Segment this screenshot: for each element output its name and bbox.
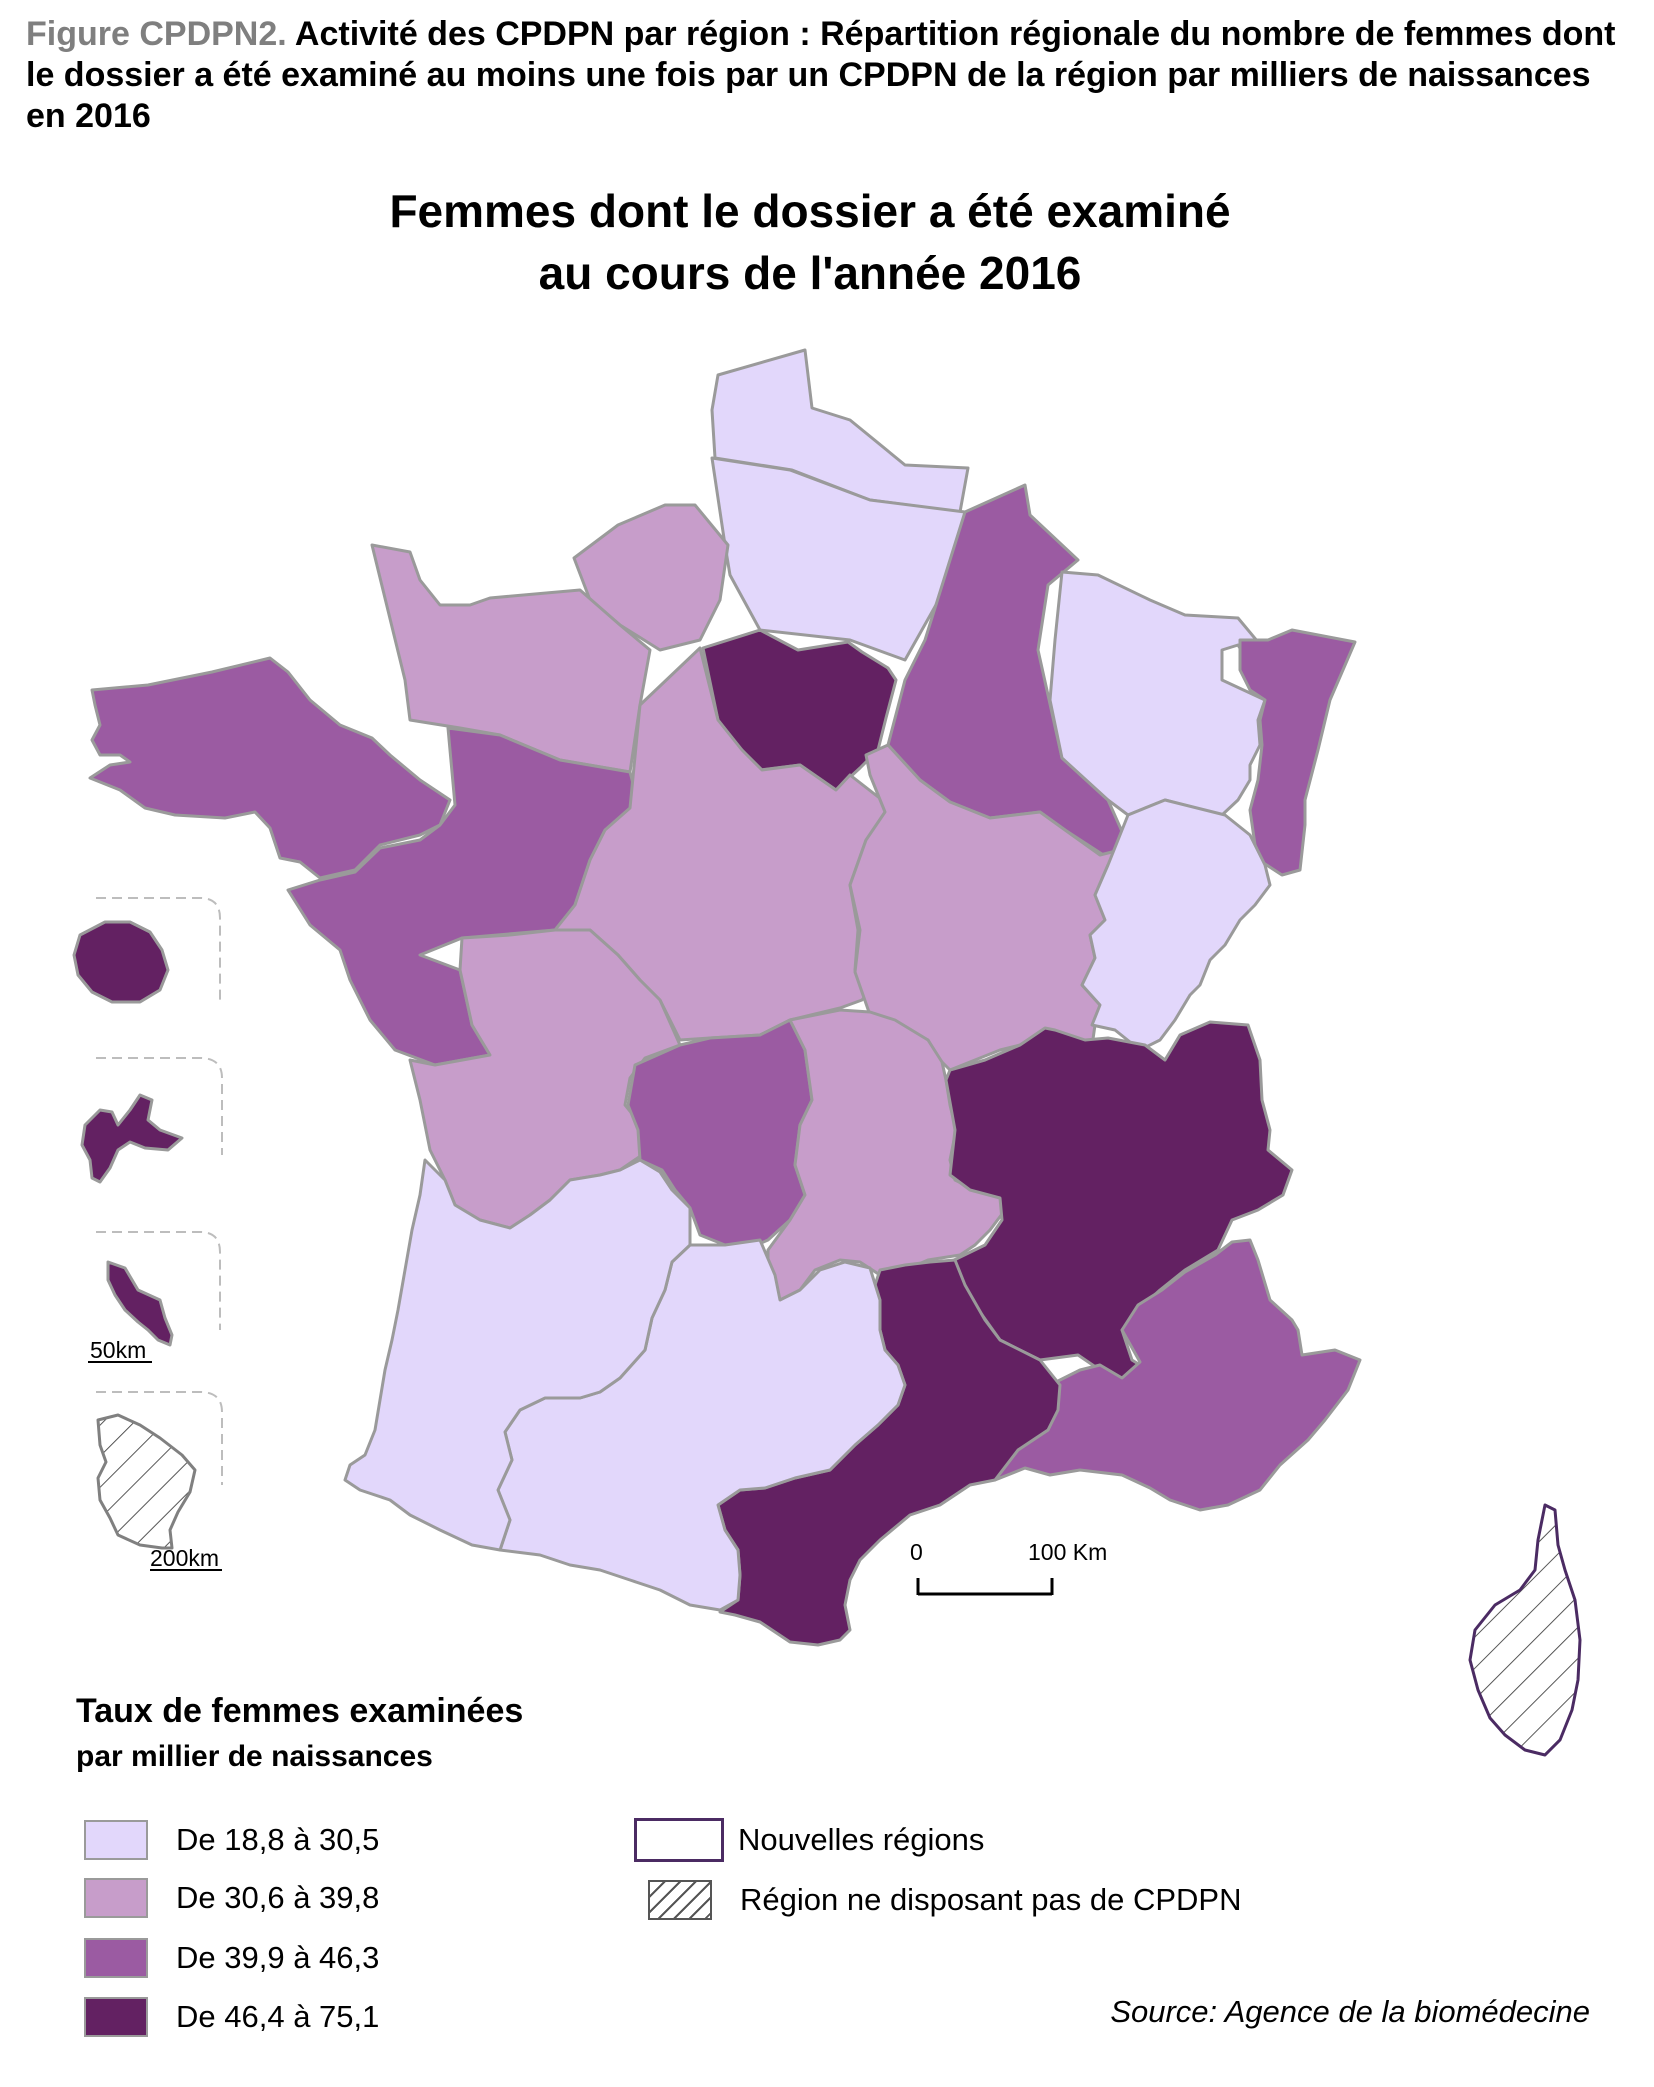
- scale-bar-start-label: 0: [910, 1539, 923, 1565]
- legend-swatch-new-regions: [634, 1818, 724, 1862]
- scale-bar-end-label: 100 Km: [1028, 1539, 1107, 1565]
- drom-frame-martinique: [96, 1231, 221, 1330]
- region-bretagne[interactable]: [88, 656, 452, 880]
- legend-item-no-cpdpn: Région ne disposant pas de CPDPN: [634, 1880, 1241, 1920]
- legend-label-class-4: De 46,4 à 75,1: [176, 1999, 380, 2034]
- drom-frame-guadeloupe: [96, 1057, 223, 1155]
- legend-item-class-3: De 39,9 à 46,3: [84, 1938, 379, 1978]
- legend-title: Taux de femmes examinées: [76, 1692, 524, 1730]
- legend-swatch-class-3: [84, 1938, 148, 1978]
- region-nord-pas-de-calais[interactable]: [710, 348, 970, 514]
- caption-prefix: Figure CPDPN2.: [26, 15, 287, 53]
- region-aquitaine[interactable]: [343, 1158, 692, 1552]
- drom-scale-label-large: 200km: [150, 1545, 219, 1571]
- legend-label-no-cpdpn: Région ne disposant pas de CPDPN: [740, 1882, 1242, 1917]
- legend-label-new-regions: Nouvelles régions: [738, 1822, 985, 1857]
- drom-guadeloupe[interactable]: [80, 1093, 184, 1184]
- drom-frame-guyane: [96, 1391, 223, 1485]
- legend-label-class-1: De 18,8 à 30,5: [176, 1822, 380, 1857]
- map-title-line1: Femmes dont le dossier a été examiné: [389, 185, 1231, 237]
- map-title-line2: au cours de l'année 2016: [538, 247, 1082, 299]
- drom-scale-label-small: 50km: [90, 1337, 146, 1363]
- drom-frame-reunion: [96, 897, 221, 1005]
- legend-item-class-4: De 46,4 à 75,1: [84, 1997, 379, 2037]
- region-corse[interactable]: [1468, 1503, 1582, 1757]
- legend-swatch-class-4: [84, 1997, 148, 2037]
- map-title: Femmes dont le dossier a été examiné au c…: [0, 180, 1620, 304]
- legend-label-class-2: De 30,6 à 39,8: [176, 1880, 380, 1915]
- region-lorraine[interactable]: [1048, 570, 1267, 817]
- region-rhone-alpes[interactable]: [944, 1020, 1294, 1382]
- legend-subtitle: par millier de naissances: [76, 1740, 433, 1773]
- figure-caption: Figure CPDPN2. Activité des CPDPN par ré…: [26, 14, 1626, 137]
- region-alsace[interactable]: [1238, 628, 1357, 877]
- legend-swatch-class-1: [84, 1820, 148, 1860]
- region-picardie[interactable]: [710, 456, 967, 662]
- legend-swatch-no-cpdpn: [648, 1880, 712, 1920]
- caption-text: Activité des CPDPN par région : Répartit…: [26, 15, 1616, 135]
- drom-reunion[interactable]: [72, 920, 170, 1004]
- region-basse-normandie[interactable]: [370, 543, 652, 774]
- scale-bar: 0 100 Km: [910, 1539, 1107, 1596]
- legend-item-class-1: De 18,8 à 30,5: [84, 1820, 379, 1860]
- legend-item-new-regions: Nouvelles régions: [634, 1818, 984, 1862]
- legend-swatch-class-2: [84, 1878, 148, 1918]
- drom-martinique[interactable]: [106, 1260, 174, 1347]
- legend-label-class-3: De 39,9 à 46,3: [176, 1940, 380, 1975]
- drom-guyane[interactable]: [96, 1413, 197, 1550]
- region-franche-comte[interactable]: [1080, 798, 1272, 1052]
- source-credit: Source: Agence de la biomédecine: [1110, 1994, 1590, 2029]
- legend-item-class-2: De 30,6 à 39,8: [84, 1878, 379, 1918]
